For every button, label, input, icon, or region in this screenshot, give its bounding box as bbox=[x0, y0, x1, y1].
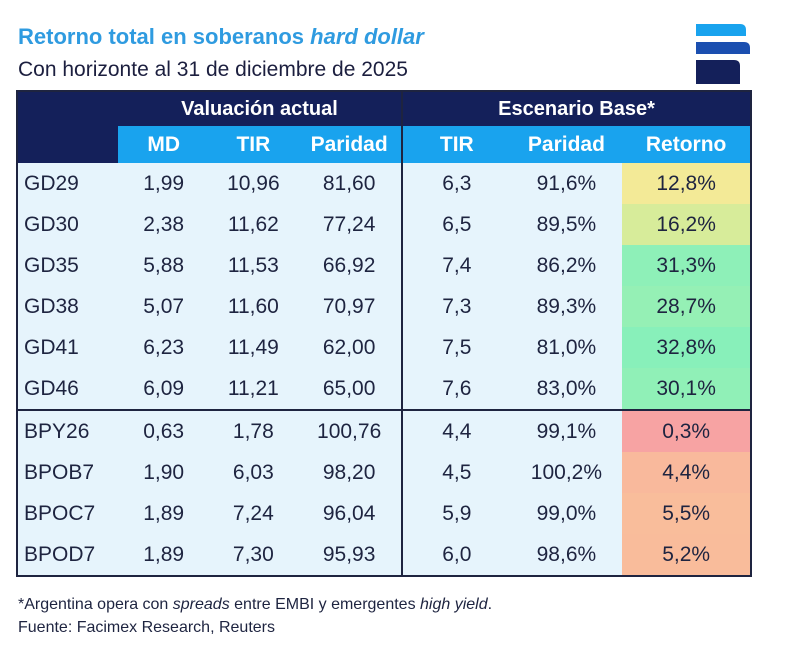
header-blank bbox=[18, 92, 118, 126]
tir-value: 7,30 bbox=[209, 534, 298, 575]
tir-value: 11,62 bbox=[209, 204, 298, 245]
group-current-header: Valuación actual bbox=[117, 92, 403, 126]
base-paridad-value: 89,5% bbox=[510, 204, 623, 245]
bond-code: BPOB7 bbox=[18, 452, 118, 493]
tir-value: 11,53 bbox=[209, 245, 298, 286]
base-paridad-value: 89,3% bbox=[510, 286, 623, 327]
bond-code: GD30 bbox=[18, 204, 118, 245]
table-row: BPOB7 1,90 6,03 98,20 4,5 100,2% 4,4% bbox=[18, 452, 750, 493]
tir-value: 1,78 bbox=[209, 409, 298, 452]
paridad-value: 95,93 bbox=[297, 534, 403, 575]
table-row: BPY26 0,63 1,78 100,76 4,4 99,1% 0,3% bbox=[18, 409, 750, 452]
base-tir-value: 4,4 bbox=[401, 409, 511, 452]
bond-code: BPOC7 bbox=[18, 493, 118, 534]
md-value: 1,90 bbox=[117, 452, 210, 493]
base-paridad-value: 91,6% bbox=[510, 163, 623, 204]
base-paridad-value: 83,0% bbox=[510, 368, 623, 410]
retorno-value: 31,3% bbox=[622, 245, 750, 286]
bond-code: BPOD7 bbox=[18, 534, 118, 575]
md-value: 1,89 bbox=[117, 493, 210, 534]
col-base-tir: TIR bbox=[401, 126, 511, 163]
chart-subtitle: Con horizonte al 31 de diciembre de 2025 bbox=[18, 58, 408, 81]
base-tir-value: 7,3 bbox=[401, 286, 511, 327]
base-paridad-value: 99,1% bbox=[510, 409, 623, 452]
table-row: BPOC7 1,89 7,24 96,04 5,9 99,0% 5,5% bbox=[18, 493, 750, 534]
base-tir-value: 7,6 bbox=[401, 368, 511, 410]
base-paridad-value: 99,0% bbox=[510, 493, 623, 534]
facimex-logo-icon bbox=[696, 24, 750, 84]
retorno-value: 5,2% bbox=[622, 534, 750, 575]
returns-table: Valuación actual Escenario Base* MD TIR … bbox=[16, 90, 752, 577]
paridad-value: 100,76 bbox=[297, 409, 403, 452]
retorno-value: 16,2% bbox=[622, 204, 750, 245]
base-tir-value: 7,5 bbox=[401, 327, 511, 368]
tir-value: 11,60 bbox=[209, 286, 298, 327]
tir-value: 6,03 bbox=[209, 452, 298, 493]
md-value: 0,63 bbox=[117, 409, 210, 452]
tir-value: 10,96 bbox=[209, 163, 298, 204]
col-paridad: Paridad bbox=[297, 126, 403, 163]
paridad-value: 62,00 bbox=[297, 327, 403, 368]
retorno-value: 5,5% bbox=[622, 493, 750, 534]
paridad-value: 77,24 bbox=[297, 204, 403, 245]
bond-code: GD46 bbox=[18, 368, 118, 410]
col-retorno: Retorno bbox=[622, 126, 750, 163]
bond-code: GD35 bbox=[18, 245, 118, 286]
retorno-value: 4,4% bbox=[622, 452, 750, 493]
paridad-value: 70,97 bbox=[297, 286, 403, 327]
group-base-header: Escenario Base* bbox=[401, 92, 750, 126]
retorno-value: 30,1% bbox=[622, 368, 750, 410]
retorno-value: 12,8% bbox=[622, 163, 750, 204]
bond-code: GD38 bbox=[18, 286, 118, 327]
md-value: 1,89 bbox=[117, 534, 210, 575]
md-value: 5,07 bbox=[117, 286, 210, 327]
paridad-value: 98,20 bbox=[297, 452, 403, 493]
md-value: 5,88 bbox=[117, 245, 210, 286]
md-value: 6,23 bbox=[117, 327, 210, 368]
base-tir-value: 6,0 bbox=[401, 534, 511, 575]
base-tir-value: 7,4 bbox=[401, 245, 511, 286]
header-blank-2 bbox=[18, 126, 118, 163]
base-tir-value: 6,5 bbox=[401, 204, 511, 245]
paridad-value: 66,92 bbox=[297, 245, 403, 286]
base-tir-value: 5,9 bbox=[401, 493, 511, 534]
md-value: 1,99 bbox=[117, 163, 210, 204]
retorno-value: 0,3% bbox=[622, 409, 750, 452]
base-paridad-value: 98,6% bbox=[510, 534, 623, 575]
table-row: GD35 5,88 11,53 66,92 7,4 86,2% 31,3% bbox=[18, 245, 750, 286]
base-paridad-value: 81,0% bbox=[510, 327, 623, 368]
paridad-value: 65,00 bbox=[297, 368, 403, 410]
bond-code: BPY26 bbox=[18, 409, 118, 452]
retorno-value: 32,8% bbox=[622, 327, 750, 368]
tir-value: 11,21 bbox=[209, 368, 298, 410]
col-md: MD bbox=[117, 126, 210, 163]
base-paridad-value: 100,2% bbox=[510, 452, 623, 493]
table-row: BPOD7 1,89 7,30 95,93 6,0 98,6% 5,2% bbox=[18, 534, 750, 575]
tir-value: 7,24 bbox=[209, 493, 298, 534]
retorno-value: 28,7% bbox=[622, 286, 750, 327]
paridad-value: 81,60 bbox=[297, 163, 403, 204]
md-value: 2,38 bbox=[117, 204, 210, 245]
md-value: 6,09 bbox=[117, 368, 210, 410]
bond-code: GD29 bbox=[18, 163, 118, 204]
table-row: GD38 5,07 11,60 70,97 7,3 89,3% 28,7% bbox=[18, 286, 750, 327]
col-tir: TIR bbox=[209, 126, 298, 163]
base-paridad-value: 86,2% bbox=[510, 245, 623, 286]
tir-value: 11,49 bbox=[209, 327, 298, 368]
bond-code: GD41 bbox=[18, 327, 118, 368]
paridad-value: 96,04 bbox=[297, 493, 403, 534]
footnote: *Argentina opera con spreads entre EMBI … bbox=[18, 596, 493, 613]
col-base-paridad: Paridad bbox=[510, 126, 623, 163]
table-row: GD41 6,23 11,49 62,00 7,5 81,0% 32,8% bbox=[18, 327, 750, 368]
source-note: Fuente: Facimex Research, Reuters bbox=[18, 619, 275, 636]
table-row: GD46 6,09 11,21 65,00 7,6 83,0% 30,1% bbox=[18, 368, 750, 410]
chart-title: Retorno total en soberanos hard dollar bbox=[18, 24, 424, 49]
base-tir-value: 6,3 bbox=[401, 163, 511, 204]
table-row: GD30 2,38 11,62 77,24 6,5 89,5% 16,2% bbox=[18, 204, 750, 245]
base-tir-value: 4,5 bbox=[401, 452, 511, 493]
table-row: GD29 1,99 10,96 81,60 6,3 91,6% 12,8% bbox=[18, 163, 750, 204]
